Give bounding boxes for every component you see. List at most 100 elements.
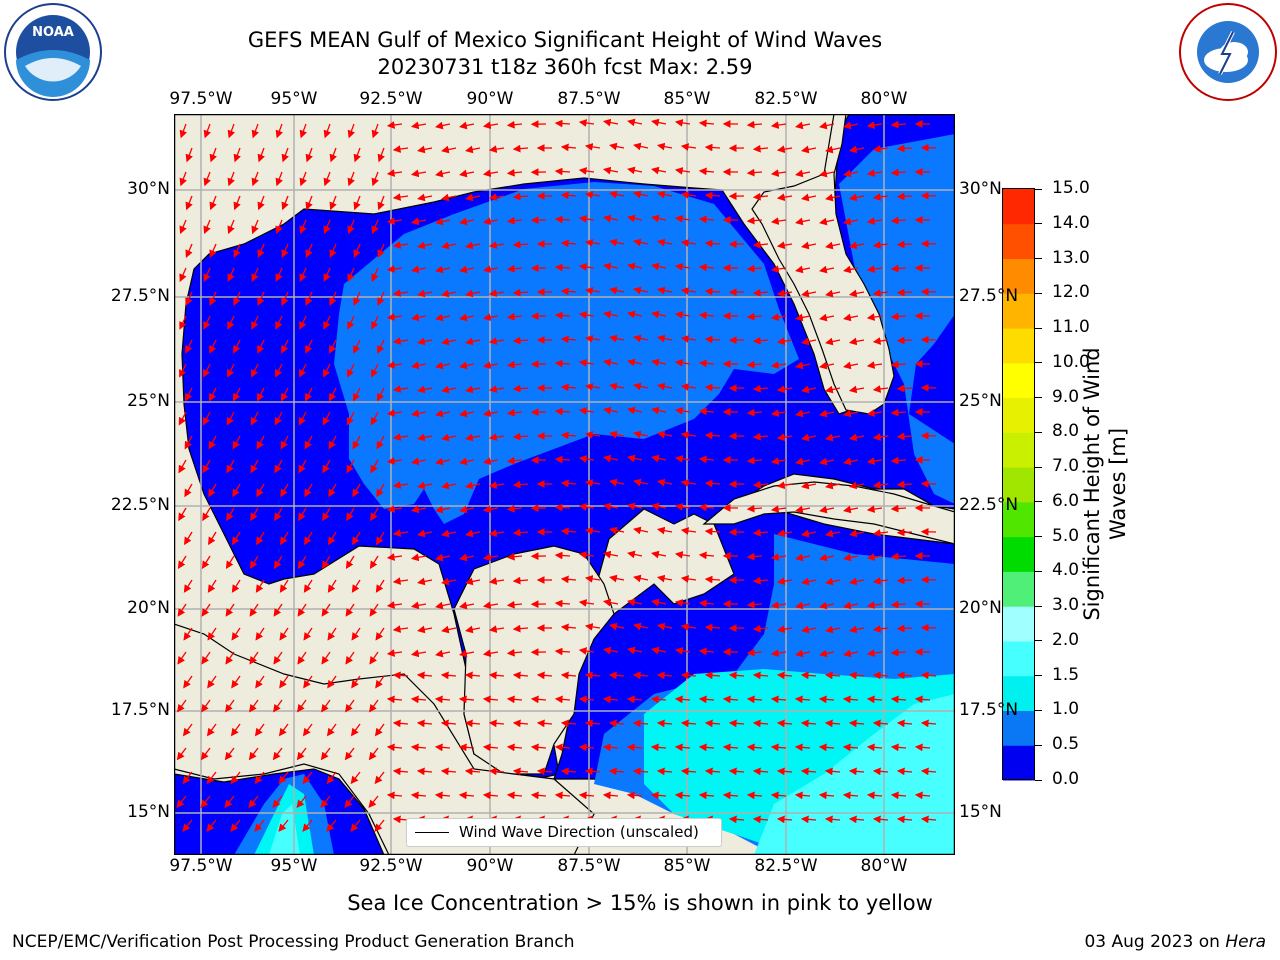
wave-arrow bbox=[704, 143, 721, 152]
footer-host: Hera bbox=[1225, 932, 1266, 952]
wave-arrow bbox=[299, 363, 307, 378]
wave-arrow bbox=[698, 647, 715, 656]
wave-arrow bbox=[825, 193, 841, 202]
wave-arrow bbox=[368, 795, 379, 809]
lon-label-top: 95°W bbox=[270, 89, 318, 109]
wave-arrow bbox=[560, 335, 577, 344]
wave-arrow bbox=[392, 767, 409, 776]
wave-arrow bbox=[674, 167, 691, 175]
wave-arrow bbox=[848, 625, 865, 634]
wave-arrow bbox=[801, 481, 817, 490]
wave-arrow bbox=[202, 411, 211, 426]
wave-arrow bbox=[410, 649, 427, 658]
wave-arrow bbox=[459, 313, 475, 322]
wave-arrow bbox=[272, 747, 283, 761]
colorbar-tick bbox=[1035, 709, 1042, 711]
wave-arrow bbox=[323, 363, 331, 378]
wave-arrow bbox=[179, 363, 187, 378]
wave-arrow bbox=[602, 454, 619, 463]
wave-arrow bbox=[824, 815, 841, 824]
wave-arrow bbox=[377, 291, 385, 306]
wave-arrow bbox=[776, 577, 793, 586]
wave-arrow bbox=[201, 651, 211, 665]
wave-arrow bbox=[914, 791, 931, 800]
wave-arrow bbox=[584, 479, 601, 487]
wave-arrow bbox=[255, 627, 265, 641]
wave-arrow bbox=[506, 456, 523, 465]
wave-arrow bbox=[232, 435, 241, 450]
wave-arrow bbox=[866, 217, 883, 225]
wave-arrow bbox=[200, 747, 211, 761]
wave-arrow bbox=[182, 819, 193, 832]
wave-arrow bbox=[704, 767, 721, 776]
wave-arrow bbox=[722, 743, 739, 752]
wave-arrow bbox=[417, 481, 433, 490]
wave-arrow bbox=[506, 695, 523, 704]
wave-arrow bbox=[890, 695, 907, 704]
wave-arrow bbox=[770, 743, 787, 752]
wave-arrow bbox=[230, 771, 241, 785]
wave-arrow bbox=[230, 819, 241, 832]
wave-arrow bbox=[392, 193, 409, 201]
wave-arrow bbox=[257, 243, 265, 258]
wave-arrow bbox=[482, 313, 499, 322]
wave-arrow bbox=[482, 553, 499, 562]
wave-arrow bbox=[225, 651, 235, 665]
wave-arrow bbox=[633, 382, 649, 391]
wave-arrow bbox=[698, 407, 715, 416]
wave-arrow bbox=[866, 649, 883, 657]
wind-wave-arrows bbox=[176, 118, 937, 832]
wave-arrow bbox=[746, 408, 763, 417]
wave-arrow bbox=[801, 145, 817, 154]
wave-arrow bbox=[326, 819, 337, 832]
wave-arrow bbox=[371, 315, 379, 330]
wave-arrow bbox=[435, 169, 451, 178]
wave-arrow bbox=[512, 576, 529, 585]
wave-arrow bbox=[866, 553, 883, 561]
wave-arrow bbox=[183, 579, 193, 593]
wave-arrow bbox=[795, 121, 811, 130]
wave-arrow bbox=[227, 363, 235, 378]
wave-arrow bbox=[776, 767, 793, 776]
lat-label-left: 22.5°N bbox=[110, 495, 170, 515]
wave-arrow bbox=[368, 747, 379, 761]
wave-arrow bbox=[890, 216, 907, 225]
wave-arrow bbox=[651, 166, 667, 175]
wave-arrow bbox=[819, 169, 835, 178]
wave-arrow bbox=[226, 507, 235, 522]
wave-arrow bbox=[752, 384, 769, 393]
wave-arrow bbox=[554, 263, 571, 272]
wave-arrow bbox=[633, 190, 649, 199]
wave-arrow bbox=[417, 289, 433, 298]
wave-arrow bbox=[825, 289, 841, 298]
wave-arrow bbox=[208, 531, 217, 546]
lon-label-bottom: 97.5°W bbox=[169, 856, 233, 876]
wave-arrow bbox=[656, 238, 673, 247]
wave-arrow bbox=[297, 603, 307, 617]
wave-arrow bbox=[257, 195, 265, 211]
wave-arrow bbox=[722, 791, 739, 800]
wave-arrow bbox=[257, 339, 265, 354]
wave-arrow bbox=[347, 363, 355, 378]
wave-arrow bbox=[584, 431, 601, 439]
colorbar-tick-label: 0.0 bbox=[1052, 769, 1080, 789]
wave-arrow bbox=[530, 743, 547, 752]
wave-arrow bbox=[386, 457, 403, 465]
wave-arrow bbox=[209, 147, 217, 163]
wave-arrow bbox=[353, 195, 361, 211]
wave-arrow bbox=[602, 406, 619, 415]
wave-arrow bbox=[274, 507, 283, 522]
wave-arrow bbox=[602, 310, 619, 319]
wave-arrow bbox=[795, 457, 811, 466]
wave-arrow bbox=[305, 339, 313, 354]
wave-arrow bbox=[416, 671, 433, 680]
wave-arrow bbox=[254, 819, 265, 832]
wave-arrow bbox=[890, 648, 907, 657]
wave-arrow bbox=[866, 505, 883, 513]
wave-arrow bbox=[344, 795, 355, 809]
wave-arrow bbox=[848, 385, 865, 394]
wave-arrow bbox=[251, 171, 259, 187]
wave-arrow bbox=[371, 219, 379, 235]
wave-arrow bbox=[896, 144, 913, 153]
colorbar-tick-label: 14.0 bbox=[1052, 212, 1090, 233]
